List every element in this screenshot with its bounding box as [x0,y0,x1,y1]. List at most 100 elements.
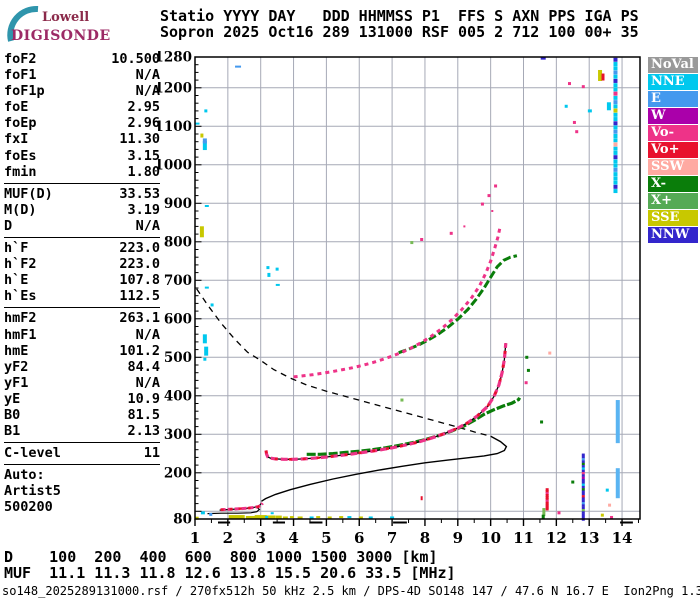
rfi-column-seg [613,62,618,67]
y-axis-label: 1100 [158,119,192,135]
direction-legend: NoVal NNE E W Vo- Vo+ SSW X- X+ SSE NNW [648,57,698,244]
legend-item-X-: X- [648,176,698,192]
param-label: M(D) [4,201,37,218]
rfi-column-seg [613,108,618,113]
noise-point [491,210,494,212]
rfi-column-seg [545,495,549,499]
noise-point [202,334,207,344]
rfi-column-seg [545,493,549,497]
param-value: 2.13 [127,423,160,440]
rfi-column-seg [613,112,618,117]
y-axis-label: 500 [164,350,192,366]
param-label: D [4,217,13,234]
noise-point [608,503,612,507]
noise-point [194,516,199,520]
rfi-column-seg [613,74,618,79]
rfi-column-seg [613,146,618,151]
profile-curve [261,435,508,502]
noise-point [200,133,204,138]
rfi-column-seg [613,176,618,181]
noise-point [540,56,546,60]
rfi-column-seg [613,184,618,189]
param-label: fmin [4,163,37,180]
param-value: 263.1 [119,310,160,327]
x-axis-label: 14 [612,529,633,547]
rfi-column-seg [545,497,549,501]
param-row-hmE: hmE 101.2 [4,343,160,359]
param-row-h`F: h`F 223.0 [4,240,160,256]
rfi-bar [615,468,620,499]
rfi-column-seg [613,189,618,194]
noise-point [327,516,332,519]
header-field-names: Statio YYYY DAY DDD HHMMSS P1 FFS S AXN … [160,7,639,25]
rfi-column-seg [613,129,618,134]
param-row-yF2: yF2 84.4 [4,359,160,375]
y-axis-label: 1280 [158,50,192,66]
param-label: foF1p [4,83,45,100]
o-second-hop-trace [293,227,502,379]
param-label: yF1 [4,374,29,391]
muf-dashed-curve [196,288,491,437]
noise-point [297,516,303,519]
x-axis-label: 8 [420,529,430,547]
noise-point [204,109,208,113]
rfi-column-seg [581,499,585,503]
rfi-column-seg [581,502,585,505]
noise-point [289,516,294,519]
noise-point [525,355,529,359]
rfi-column-seg [613,159,618,164]
rfi-column-seg [613,70,618,75]
rfi-column-seg [581,469,585,473]
x-axis-label: 6 [354,529,364,547]
noise-point [400,398,404,402]
rfi-bar [615,400,620,444]
rfi-column-seg [613,167,618,172]
rfi-column-seg [581,458,585,461]
param-value: 1.80 [127,163,160,180]
legend-item-SSW: SSW [648,159,698,175]
param-label: hmE [4,342,29,359]
param-row-yF1: yF1 N/A [4,375,160,391]
noise-point [610,515,614,519]
rfi-column-seg [581,483,585,487]
rfi-column-seg [613,125,618,130]
noise-point [601,73,605,81]
legend-item-X+: X+ [648,193,698,209]
o-first-hop-red [264,342,508,461]
muf-row: MUF 11.1 11.3 11.8 12.6 13.8 15.5 20.6 3… [4,563,456,582]
noise-point [266,266,270,270]
x-second-hop-trace [398,254,518,355]
param-label: foE [4,99,29,116]
noise-point [203,357,207,361]
rfi-column-seg [581,476,585,480]
noise-point [275,515,282,519]
x-axis-label: 4 [288,529,298,547]
rfi-column-seg [613,121,618,126]
y-axis-label: 80 [173,512,192,528]
param-separator [4,182,160,184]
rfi-column-seg [581,490,585,494]
param-row-h`F2: h`F2 223.0 [4,256,160,272]
param-label: B0 [4,406,21,423]
o-model-curve [265,343,507,460]
rfi-column-seg [545,499,549,503]
bottom-tables: D 100 200 400 600 800 1000 1500 3000 [km… [4,549,456,582]
noise-point [194,122,200,125]
param-value: 3.15 [127,147,160,164]
rfi-column-seg [581,465,585,468]
rfi-column-seg [581,472,585,475]
rfi-column-seg [581,478,585,482]
param-value: 11 [143,445,160,462]
param-value: N/A [135,374,160,391]
noise-point [449,231,453,235]
logo-digisonde-text: DIGISONDE [11,28,111,44]
param-separator [4,442,160,444]
param-row-MUF(D): MUF(D) 33.53 [4,186,160,202]
x-axis-label: 3 [255,529,265,547]
x-axis-label: 2 [223,529,233,547]
noise-point [265,515,276,520]
x-axis-label: 1 [190,529,200,547]
param-label: h`Es [4,288,37,305]
rfi-column-seg [613,142,618,147]
